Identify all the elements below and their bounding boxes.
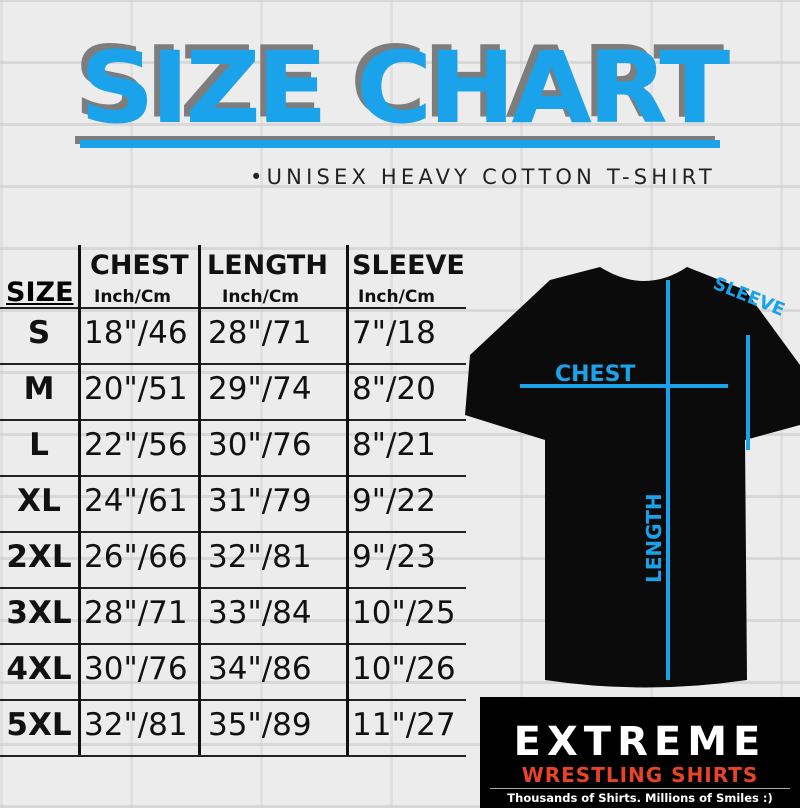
table-row: XL 24"/61 31"/79 9"/22: [0, 475, 466, 533]
size-cell: 3XL: [6, 595, 72, 631]
table-row: 2XL 26"/66 32"/81 9"/23: [0, 531, 466, 589]
table-row: 3XL 28"/71 33"/84 10"/25: [0, 587, 466, 645]
subtitle: •UNISEX HEAVY COTTON T-SHIRT: [250, 165, 716, 189]
tshirt-icon: [465, 267, 800, 688]
logo-line2: WRESTLING SHIRTS: [521, 763, 759, 787]
length-cell: 30"/76: [208, 427, 312, 463]
chest-cell: 20"/51: [84, 371, 188, 407]
length-unit: Inch/Cm: [222, 287, 300, 307]
table-row: 4XL 30"/76 34"/86 10"/26: [0, 643, 466, 701]
tshirt-diagram: CHEST LENGTH SLEEVE: [465, 267, 800, 688]
logo-tagline: Thousands of Shirts. Millions of Smiles …: [490, 788, 790, 805]
chest-cell: 30"/76: [84, 651, 188, 687]
chest-cell: 26"/66: [84, 539, 188, 575]
length-header: LENGTH: [207, 250, 328, 281]
length-cell: 33"/84: [208, 595, 312, 631]
length-cell: 29"/74: [208, 371, 312, 407]
size-cell: 5XL: [6, 707, 72, 743]
table-row: L 22"/56 30"/76 8"/21: [0, 419, 466, 477]
size-cell: 4XL: [6, 651, 72, 687]
brand-logo: EXTREME WRESTLING SHIRTS Thousands of Sh…: [480, 697, 800, 808]
chest-cell: 32"/81: [84, 707, 188, 743]
chest-cell: 18"/46: [84, 315, 188, 351]
length-label: LENGTH: [642, 493, 666, 583]
chest-cell: 22"/56: [84, 427, 188, 463]
size-cell: 2XL: [6, 539, 72, 575]
sleeve-cell: 8"/21: [352, 427, 436, 463]
chest-header: CHEST: [90, 250, 189, 281]
logo-line1: EXTREME: [513, 719, 767, 765]
length-cell: 34"/86: [208, 651, 312, 687]
length-cell: 32"/81: [208, 539, 312, 575]
length-cell: 28"/71: [208, 315, 312, 351]
sleeve-cell: 11"/27: [352, 707, 456, 743]
title-underline: [80, 140, 720, 148]
size-header: SIZE: [6, 277, 74, 308]
column-divider: [78, 245, 81, 755]
sleeve-unit: Inch/Cm: [358, 287, 436, 307]
size-cell: L: [29, 427, 49, 463]
table-row: 5XL 32"/81 35"/89 11"/27: [0, 699, 466, 757]
sleeve-header: SLEEVE: [352, 250, 465, 281]
size-cell: S: [27, 315, 51, 351]
size-cell: XL: [17, 483, 61, 519]
sleeve-cell: 8"/20: [352, 371, 436, 407]
column-divider: [198, 245, 201, 755]
chest-cell: 28"/71: [84, 595, 188, 631]
table-bottom-border: [0, 755, 466, 757]
sleeve-cell: 9"/23: [352, 539, 436, 575]
sleeve-cell: 10"/26: [352, 651, 456, 687]
column-divider: [346, 245, 349, 755]
chest-label: CHEST: [555, 362, 635, 387]
sleeve-cell: 9"/22: [352, 483, 436, 519]
table-row: M 20"/51 29"/74 8"/20: [0, 363, 466, 421]
page-title: SIZE CHART: [79, 30, 730, 146]
chest-cell: 24"/61: [84, 483, 188, 519]
length-cell: 35"/89: [208, 707, 312, 743]
sleeve-cell: 7"/18: [352, 315, 436, 351]
sleeve-cell: 10"/25: [352, 595, 456, 631]
table-row: S 18"/46 28"/71 7"/18: [0, 307, 466, 365]
chest-unit: Inch/Cm: [94, 287, 172, 307]
size-cell: M: [23, 371, 55, 407]
length-cell: 31"/79: [208, 483, 312, 519]
